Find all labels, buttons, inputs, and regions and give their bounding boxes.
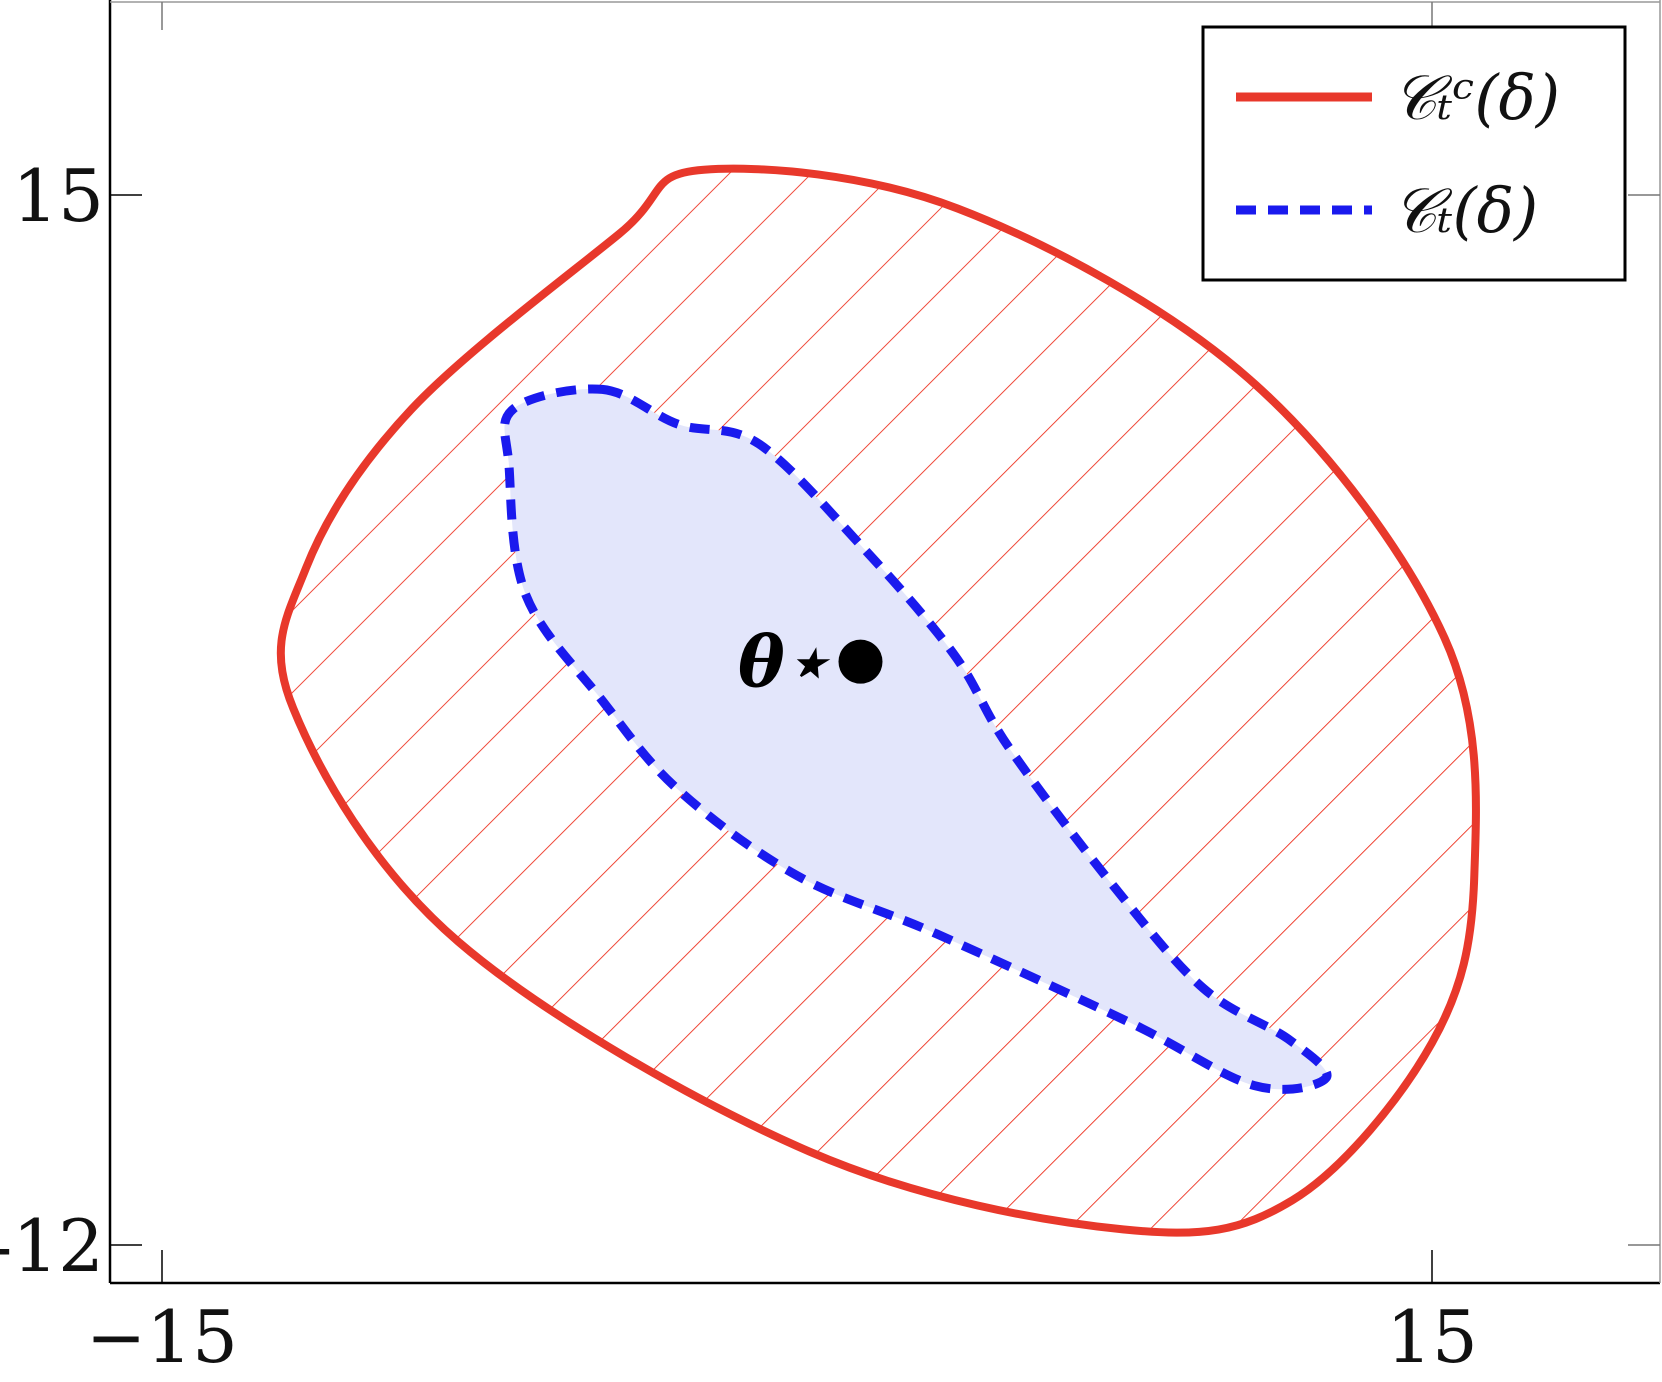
y-tick-label: 15: [12, 154, 104, 238]
outer-set-boundary: [276, 164, 1480, 1237]
legend-box: [1201, 25, 1627, 282]
y-tick-label: -12: [0, 1204, 104, 1288]
x-tick-label: −15: [86, 1295, 238, 1379]
theta-star-point: [838, 639, 883, 684]
theta-star-label: θ⋆: [738, 621, 831, 704]
inner-set-fill: [504, 388, 1328, 1090]
x-tick-label: 15: [1386, 1295, 1478, 1379]
inner-set-boundary: [500, 384, 1332, 1094]
legend-label-2: 𝒞ₜ(δ): [1392, 174, 1538, 247]
legend-label-1: 𝒞ₜᶜ(δ): [1392, 61, 1560, 134]
